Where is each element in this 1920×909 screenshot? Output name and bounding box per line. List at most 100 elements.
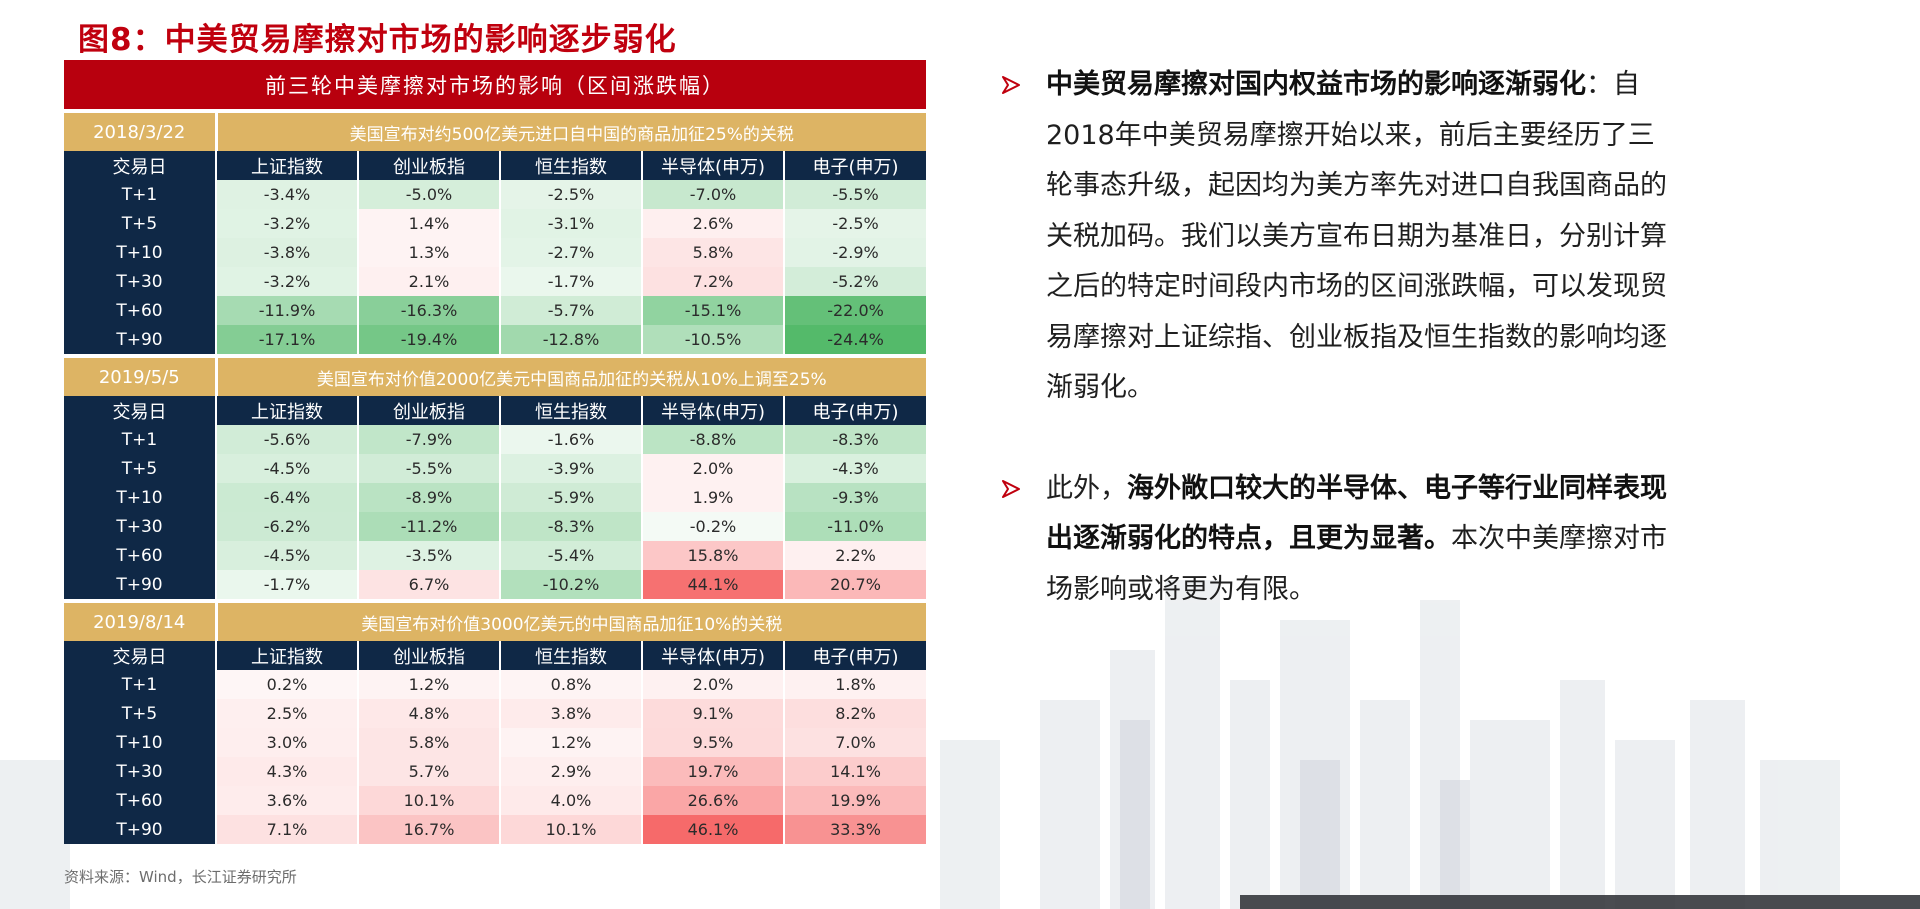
trading-day-label: T+90 <box>64 815 216 844</box>
value-cell: 7.0% <box>782 728 927 757</box>
value-cell: 16.7% <box>357 815 500 844</box>
trading-day-label: T+1 <box>64 425 216 454</box>
bullet-2-bold-text: 海外敞口较大的半导体、电子等行业同样表现出逐渐弱化的特点，且更为显著。 <box>1046 472 1667 555</box>
figure-title: 图8：中美贸易摩擦对市场的影响逐步弱化 <box>78 22 677 58</box>
bullet-point-2: 此外，海外敞口较大的半导体、电子等行业同样表现出逐渐弱化的特点，且更为显著。本次… <box>1000 464 1680 616</box>
event-date: 2019/8/14 <box>64 599 218 641</box>
column-header: 上证指数 <box>215 396 358 425</box>
value-cell: -9.3% <box>782 483 927 512</box>
value-cell: -22.0% <box>782 296 927 325</box>
column-header: 电子(申万) <box>782 641 927 670</box>
column-header: 恒生指数 <box>499 641 642 670</box>
column-header: 半导体(申万) <box>641 641 784 670</box>
value-cell: 14.1% <box>782 757 927 786</box>
value-cell: -5.6% <box>215 425 358 454</box>
value-cell: 26.6% <box>641 786 784 815</box>
value-cell: -5.4% <box>499 541 642 570</box>
value-cell: -8.8% <box>641 425 784 454</box>
value-cell: -11.9% <box>215 296 358 325</box>
column-header: 创业板指 <box>357 151 500 180</box>
column-header: 上证指数 <box>215 151 358 180</box>
value-cell: 4.3% <box>215 757 358 786</box>
table-row: T+10 -3.8% 1.3% -2.7% 5.8% -2.9% <box>64 238 927 267</box>
column-header-row: 交易日 上证指数 创业板指 恒生指数 半导体(申万) 电子(申万) <box>64 151 927 180</box>
value-cell: -0.2% <box>641 512 784 541</box>
trading-day-label: T+5 <box>64 699 216 728</box>
commentary-section: 中美贸易摩擦对国内权益市场的影响逐渐弱化：自2018年中美贸易摩擦开始以来，前后… <box>1000 60 1680 615</box>
value-cell: -5.9% <box>499 483 642 512</box>
value-cell: 1.3% <box>357 238 500 267</box>
value-cell: 1.8% <box>782 670 927 699</box>
value-cell: -3.8% <box>215 238 358 267</box>
value-cell: 3.8% <box>499 699 642 728</box>
table-row: T+60 -11.9% -16.3% -5.7% -15.1% -22.0% <box>64 296 927 325</box>
bullet-1-bold-text: 中美贸易摩擦对国内权益市场的影响逐渐弱化 <box>1046 69 1586 100</box>
value-cell: -8.3% <box>499 512 642 541</box>
value-cell: -16.3% <box>357 296 500 325</box>
column-header-row: 交易日 上证指数 创业板指 恒生指数 半导体(申万) 电子(申万) <box>64 641 927 670</box>
value-cell: -2.7% <box>499 238 642 267</box>
value-cell: -17.1% <box>215 325 358 356</box>
trading-day-label: T+1 <box>64 180 216 209</box>
value-cell: 33.3% <box>782 815 927 844</box>
value-cell: -3.4% <box>215 180 358 209</box>
value-cell: 15.8% <box>641 541 784 570</box>
value-cell: -1.7% <box>499 267 642 296</box>
event-row: 2018/3/22 美国宣布对约500亿美元进口自中国的商品加征25%的关税 <box>64 109 927 151</box>
trading-day-label: T+90 <box>64 570 216 601</box>
value-cell: 1.2% <box>499 728 642 757</box>
trading-day-label: T+5 <box>64 209 216 238</box>
column-header: 半导体(申万) <box>641 396 784 425</box>
table-row: T+90 7.1% 16.7% 10.1% 46.1% 33.3% <box>64 815 927 844</box>
value-cell: -6.4% <box>215 483 358 512</box>
table-row: T+30 -6.2% -11.2% -8.3% -0.2% -11.0% <box>64 512 927 541</box>
value-cell: -10.5% <box>641 325 784 356</box>
value-cell: 7.2% <box>641 267 784 296</box>
column-header: 创业板指 <box>357 641 500 670</box>
value-cell: 1.9% <box>641 483 784 512</box>
value-cell: 3.6% <box>215 786 358 815</box>
column-header: 恒生指数 <box>499 396 642 425</box>
trade-friction-impact-table: 前三轮中美摩擦对市场的影响（区间涨跌幅） 2018/3/22 美国宣布对约500亿… <box>64 60 927 844</box>
table-row: T+30 4.3% 5.7% 2.9% 19.7% 14.1% <box>64 757 927 786</box>
value-cell: 0.8% <box>499 670 642 699</box>
value-cell: 46.1% <box>641 815 784 844</box>
value-cell: -3.9% <box>499 454 642 483</box>
table-row: T+5 2.5% 4.8% 3.8% 9.1% 8.2% <box>64 699 927 728</box>
value-cell: 5.7% <box>357 757 500 786</box>
value-cell: -4.3% <box>782 454 927 483</box>
value-cell: 2.0% <box>641 670 784 699</box>
value-cell: -5.7% <box>499 296 642 325</box>
column-header: 半导体(申万) <box>641 151 784 180</box>
value-cell: -5.2% <box>782 267 927 296</box>
trading-day-label: T+5 <box>64 454 216 483</box>
value-cell: 10.1% <box>357 786 500 815</box>
value-cell: -2.9% <box>782 238 927 267</box>
event-description: 美国宣布对价值2000亿美元中国商品加征的关税从10%上调至25% <box>216 354 927 396</box>
value-cell: 9.1% <box>641 699 784 728</box>
event-row: 2019/5/5 美国宣布对价值2000亿美元中国商品加征的关税从10%上调至25… <box>64 354 927 396</box>
value-cell: 9.5% <box>641 728 784 757</box>
trading-day-label: T+60 <box>64 786 216 815</box>
trading-day-label: T+60 <box>64 296 216 325</box>
table-row: T+30 -3.2% 2.1% -1.7% 7.2% -5.2% <box>64 267 927 296</box>
value-cell: -8.9% <box>357 483 500 512</box>
table-row: T+10 -6.4% -8.9% -5.9% 1.9% -9.3% <box>64 483 927 512</box>
value-cell: -4.5% <box>215 454 358 483</box>
value-cell: -1.7% <box>215 570 358 601</box>
trading-day-label: T+30 <box>64 512 216 541</box>
value-cell: -5.5% <box>782 180 927 209</box>
value-cell: -10.2% <box>499 570 642 601</box>
value-cell: 2.9% <box>499 757 642 786</box>
value-cell: 2.6% <box>641 209 784 238</box>
value-cell: 3.0% <box>215 728 358 757</box>
event-date: 2018/3/22 <box>64 109 218 151</box>
trading-day-label: T+30 <box>64 267 216 296</box>
value-cell: 0.2% <box>215 670 358 699</box>
value-cell: 4.8% <box>357 699 500 728</box>
table-row: T+1 -3.4% -5.0% -2.5% -7.0% -5.5% <box>64 180 927 209</box>
value-cell: -2.5% <box>782 209 927 238</box>
column-header: 创业板指 <box>357 396 500 425</box>
value-cell: 2.2% <box>782 541 927 570</box>
value-cell: -4.5% <box>215 541 358 570</box>
